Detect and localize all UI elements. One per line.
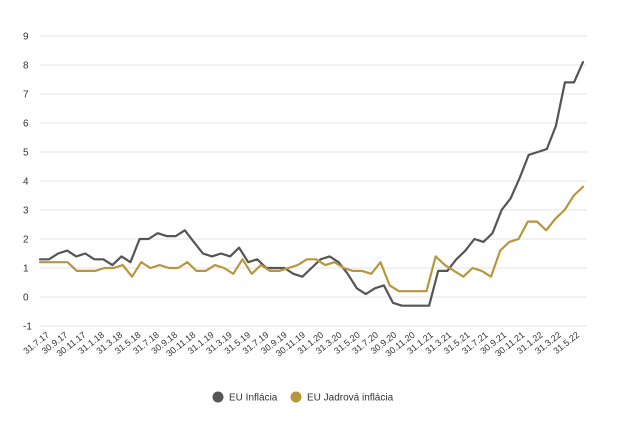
legend-label-1: EU Jadrová inflácia <box>307 393 394 404</box>
y-tick-label: 5 <box>23 148 29 159</box>
y-tick-label: 7 <box>23 90 29 101</box>
legend-marker-0 <box>212 391 224 403</box>
grid-layer <box>40 35 587 327</box>
legend: EU Inflácia EU Jadrová inflácia <box>212 391 394 404</box>
y-tick-label: 9 <box>23 32 29 43</box>
legend-label-0: EU Inflácia <box>229 393 278 404</box>
y-axis-ticks: -1 0 1 2 3 4 5 6 7 8 9 <box>23 32 32 333</box>
y-tick-label: 8 <box>23 61 29 72</box>
y-tick-label: -1 <box>23 322 32 333</box>
series-line-0 <box>38 60 585 307</box>
y-tick-label: 2 <box>23 235 29 246</box>
y-tick-label: 4 <box>23 177 29 188</box>
x-axis-ticks: 31.7.1730.9.1730.11.1731.1.1831.3.1831.5… <box>21 330 581 359</box>
y-tick-label: 3 <box>23 206 29 217</box>
y-tick-label: 6 <box>23 119 29 130</box>
y-tick-label: 0 <box>23 293 29 304</box>
series-line-1 <box>38 185 585 293</box>
legend-marker-1 <box>290 391 302 403</box>
y-tick-label: 1 <box>23 264 29 275</box>
series-layer <box>38 60 585 307</box>
